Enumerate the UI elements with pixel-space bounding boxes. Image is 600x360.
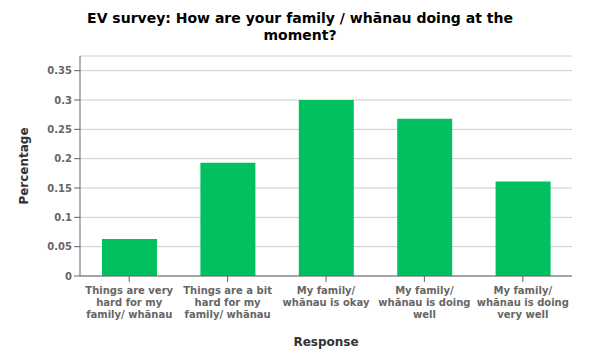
svg-text:My family/whānau is doingwell: My family/whānau is doingwell	[378, 285, 470, 320]
svg-text:Things are veryhard for myfami: Things are veryhard for myfamily/ whānau	[85, 285, 173, 320]
svg-text:Things are a bithard for myfam: Things are a bithard for myfamily/ whāna…	[183, 285, 272, 320]
svg-text:Percentage: Percentage	[17, 127, 31, 204]
html-text:moment?: moment?	[263, 27, 337, 43]
svg-text:My family/whānau is doingvery: My family/whānau is doingvery well	[477, 285, 569, 320]
svg-text:0.15: 0.15	[47, 183, 72, 194]
svg-text:0.25: 0.25	[47, 124, 72, 135]
svg-text:0.2: 0.2	[54, 153, 72, 164]
svg-text:Response: Response	[293, 335, 358, 349]
svg-text:0: 0	[65, 271, 72, 282]
svg-text:My family/whānau is okay: My family/whānau is okay	[283, 285, 370, 308]
html-text:EV survey: How are your family: EV survey: How are your family / whānau …	[87, 10, 513, 26]
svg-text:0.05: 0.05	[47, 241, 72, 252]
svg-text:0.35: 0.35	[47, 65, 72, 76]
svg-text:0.3: 0.3	[54, 95, 72, 106]
svg-text:0.1: 0.1	[54, 212, 72, 223]
